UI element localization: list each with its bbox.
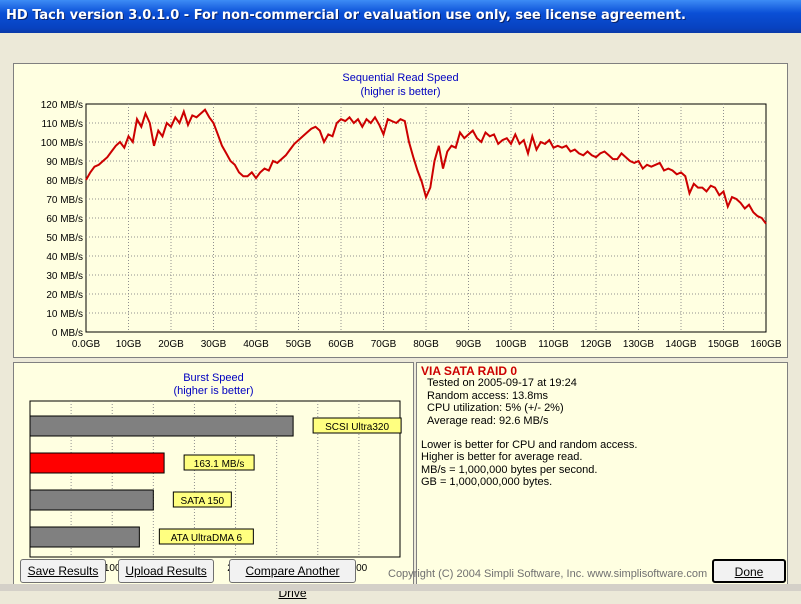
x-tick-label: 70GB [371, 339, 397, 350]
y-tick-label: 40 MB/s [46, 252, 83, 263]
x-tick-label: 90GB [456, 339, 482, 350]
x-tick-label: 120GB [580, 339, 611, 350]
x-tick-label: 110GB [538, 339, 569, 350]
y-tick-label: 60 MB/s [46, 214, 83, 225]
burst-bar-label: SCSI Ultra320 [325, 422, 389, 433]
done-button[interactable]: Done [712, 559, 786, 583]
x-tick-label: 30GB [201, 339, 227, 350]
y-tick-label: 10 MB/s [46, 309, 83, 320]
y-tick-label: 80 MB/s [46, 176, 83, 187]
drive-name: VIA SATA RAID 0 [421, 364, 518, 378]
x-tick-label: 160GB [750, 339, 781, 350]
y-tick-label: 50 MB/s [46, 233, 83, 244]
y-tick-label: 0 MB/s [52, 328, 83, 339]
read-speed-line [85, 108, 767, 225]
x-tick-label: 60GB [328, 339, 354, 350]
burst-tick-label: 400 [351, 563, 368, 574]
y-tick-label: 110 MB/s [42, 119, 84, 130]
burst-bar [29, 489, 154, 511]
burst-bar [29, 452, 165, 474]
copyright-text: Copyright (C) 2004 Simpli Software, Inc.… [388, 568, 708, 580]
x-tick-label: 40GB [243, 339, 269, 350]
main-window: Sequential Read Speed (higher is better)… [0, 33, 801, 600]
burst-bar [29, 526, 140, 548]
burst-bar-label: ATA UltraDMA 6 [171, 533, 243, 544]
note-gb-definition: GB = 1,000,000,000 bytes. [421, 476, 553, 489]
x-tick-label: 140GB [665, 339, 696, 350]
burst-bar-label-box [312, 417, 402, 434]
sequential-chart-subtitle: (higher is better) [360, 86, 441, 98]
sequential-read-panel: Sequential Read Speed (higher is better)… [13, 63, 788, 358]
x-tick-label: 0.0GB [72, 339, 101, 350]
cpu-utilization-value: CPU utilization: 5% (+/- 2%) [427, 402, 564, 415]
y-tick-label: 100 MB/s [41, 138, 83, 149]
window-title: HD Tach version 3.0.1.0 - For non-commer… [6, 8, 686, 23]
sequential-read-chart: 0 MB/s 10 MB/s 20 MB/s 30 MB/s 40 MB/s 50 MB/… [41, 100, 782, 350]
x-tick-label: 50GB [286, 339, 312, 350]
y-tick-label: 30 MB/s [46, 271, 83, 282]
burst-bar-label-box [172, 491, 232, 508]
upload-results-label: Upload Results [125, 564, 207, 578]
burst-bar-label: 163.1 MB/s [194, 459, 245, 470]
burst-tick-label: 100 [104, 563, 121, 574]
burst-bar-label: SATA 150 [181, 496, 225, 507]
burst-bar-label-box [183, 454, 255, 471]
x-tick-label: 150GB [708, 339, 739, 350]
burst-speed-panel: Burst Speed (higher is better) 050100150… [13, 362, 414, 585]
burst-bar [29, 415, 294, 437]
note-higher-better: Higher is better for average read. [421, 451, 583, 464]
note-mbs-definition: MB/s = 1,000,000 bytes per second. [421, 463, 598, 476]
compare-another-drive-button[interactable]: Compare Another Drive [229, 559, 356, 600]
results-info-panel: VIA SATA RAID 0 Tested on 2005-09-17 at … [416, 362, 788, 585]
x-tick-label: 80GB [413, 339, 439, 350]
taskbar-strip [0, 584, 801, 591]
x-tick-label: 100GB [495, 339, 526, 350]
burst-chart-title: Burst Speed [183, 372, 244, 384]
sequential-chart-title: Sequential Read Speed [342, 72, 459, 84]
y-tick-label: 120 MB/s [41, 100, 83, 111]
upload-results-button[interactable]: Upload Results [118, 559, 214, 583]
test-date: Tested on 2005-09-17 at 19:24 [427, 377, 577, 390]
y-tick-label: 20 MB/s [46, 290, 83, 301]
title-bar[interactable]: HD Tach version 3.0.1.0 - For non-commer… [0, 0, 801, 33]
x-tick-label: 130GB [623, 339, 654, 350]
burst-bar-label-box [158, 528, 254, 545]
note-lower-better: Lower is better for CPU and random acces… [421, 439, 638, 452]
burst-speed-chart: 050100150200250300350400SCSI Ultra320163… [27, 400, 402, 574]
average-read-value: Average read: 92.6 MB/s [427, 414, 549, 427]
compare-another-drive-label: Compare Another Drive [245, 564, 340, 600]
y-tick-label: 90 MB/s [46, 157, 83, 168]
x-tick-label: 20GB [158, 339, 184, 350]
y-tick-label: 70 MB/s [46, 195, 83, 206]
burst-chart-subtitle: (higher is better) [173, 385, 254, 397]
done-label: Done [734, 565, 764, 579]
x-tick-label: 10GB [116, 339, 142, 350]
save-results-label: Save Results [27, 564, 99, 578]
save-results-button[interactable]: Save Results [20, 559, 106, 583]
random-access-value: Random access: 13.8ms [427, 389, 549, 402]
results-text: VIA SATA RAID 0 Tested on 2005-09-17 at … [421, 365, 637, 489]
